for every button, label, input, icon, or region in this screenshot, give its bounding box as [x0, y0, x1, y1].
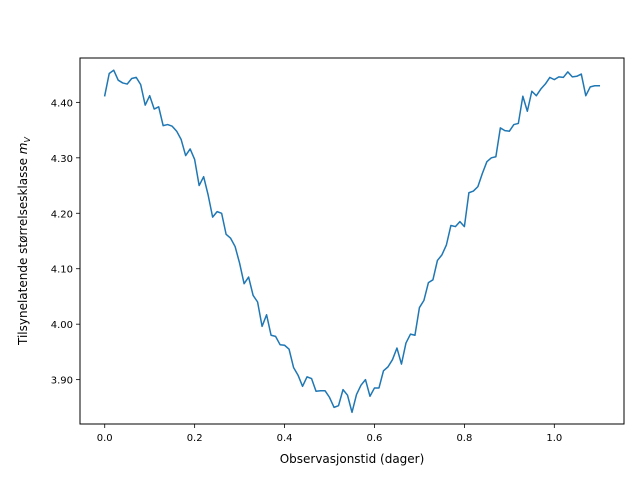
y-tick-label: 4.20: [51, 209, 73, 220]
y-axis-ticks: 3.90 4.00 4.10 4.20 4.30 4.40: [51, 98, 80, 387]
y-axis-label-subscript: V: [23, 136, 32, 142]
plot-frame: [79, 57, 625, 425]
x-tick-label: 0.2: [187, 433, 203, 444]
x-tick-label: 0.4: [277, 433, 293, 444]
series-line: [103, 69, 601, 414]
y-tick-label: 4.40: [51, 98, 73, 109]
y-tick-label: 4.00: [51, 320, 73, 331]
y-tick-label: 3.90: [51, 376, 73, 387]
y-axis-label-symbol: m: [16, 142, 30, 154]
x-tick-label: 0.6: [367, 433, 383, 444]
x-tick-label: 1.0: [546, 433, 562, 444]
y-tick-label: 4.30: [51, 154, 73, 165]
series-layer: [103, 69, 601, 414]
y-tick-label: 4.10: [51, 265, 73, 276]
y-axis-label-text: Tilsynelatende størrelsesklasse: [16, 154, 30, 346]
y-axis-label: Tilsynelatende størrelsesklasse mV: [16, 136, 32, 346]
x-tick-label: 0.8: [456, 433, 472, 444]
x-tick-label: 0.0: [97, 433, 113, 444]
plot-area: [80, 58, 624, 424]
x-axis-ticks: 0.0 0.2 0.4 0.6 0.8 1.0: [97, 424, 562, 444]
x-axis-label: Observasjonstid (dager): [280, 452, 425, 466]
